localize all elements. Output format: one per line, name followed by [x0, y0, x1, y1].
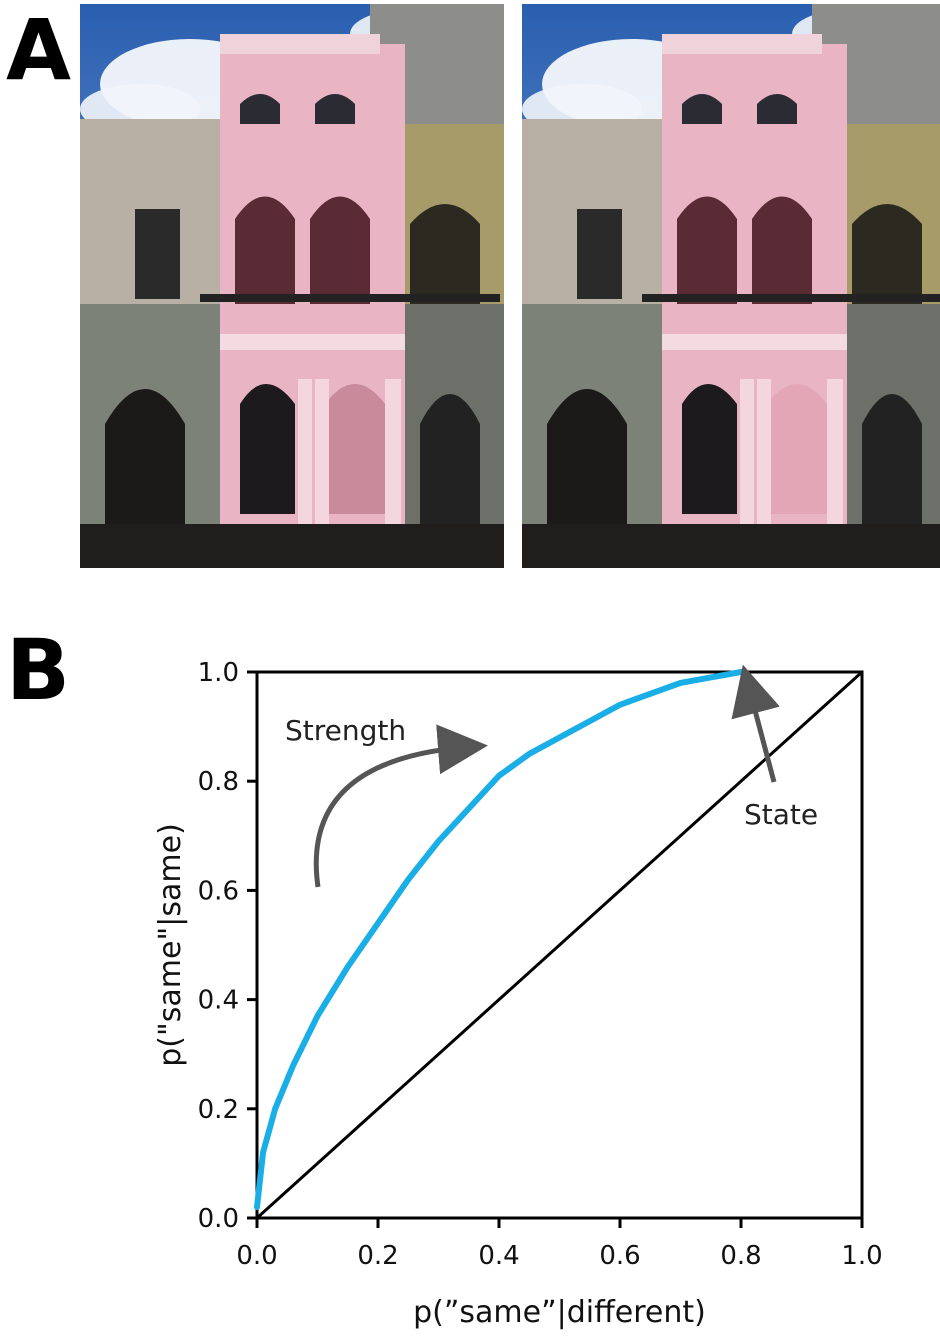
y-tick-label: 0.6	[198, 876, 239, 906]
panel-b-label: B	[6, 621, 71, 719]
roc-curve-line	[254, 669, 744, 1211]
x-tick-label: 0.4	[478, 1241, 519, 1271]
chance-diagonal-line	[255, 670, 864, 1220]
x-tick-label: 0.2	[357, 1241, 398, 1271]
x-tick-label: 0.0	[236, 1241, 277, 1271]
annotation-state: State	[744, 798, 818, 831]
y-tick-labels: 0.0 0.2 0.4 0.6 0.8 1.0	[198, 658, 239, 1234]
strength-arrow	[313, 724, 488, 888]
y-tick-label: 1.0	[198, 658, 239, 688]
y-tick-label: 0.8	[198, 767, 239, 797]
x-tick-labels: 0.0 0.2 0.4 0.6 0.8 1.0	[236, 1241, 882, 1271]
y-tick-label: 0.2	[198, 1095, 239, 1125]
roc-chart: 0.0 0.2 0.4 0.6 0.8 1.0 0.0 0.2 0.4 0.6 0.8 1.0 p(…	[153, 658, 883, 1330]
panel-a-label: A	[6, 1, 72, 99]
x-tick-label: 0.6	[599, 1241, 640, 1271]
y-tick-label: 0.0	[198, 1204, 239, 1234]
y-axis-title: p("same"|same)	[153, 823, 188, 1067]
y-tick-label: 0.4	[198, 986, 239, 1016]
state-arrow	[731, 664, 780, 783]
x-axis-title: p(”same”|different)	[413, 1295, 706, 1330]
x-tick-label: 1.0	[841, 1241, 882, 1271]
annotation-strength: Strength	[285, 714, 406, 747]
building-photo-left	[80, 4, 504, 568]
plot-frame	[255, 670, 864, 1220]
building-photo-right	[522, 4, 940, 568]
series-group	[254, 669, 864, 1220]
x-tick-label: 0.8	[720, 1241, 761, 1271]
axis-ticks	[247, 670, 864, 1228]
